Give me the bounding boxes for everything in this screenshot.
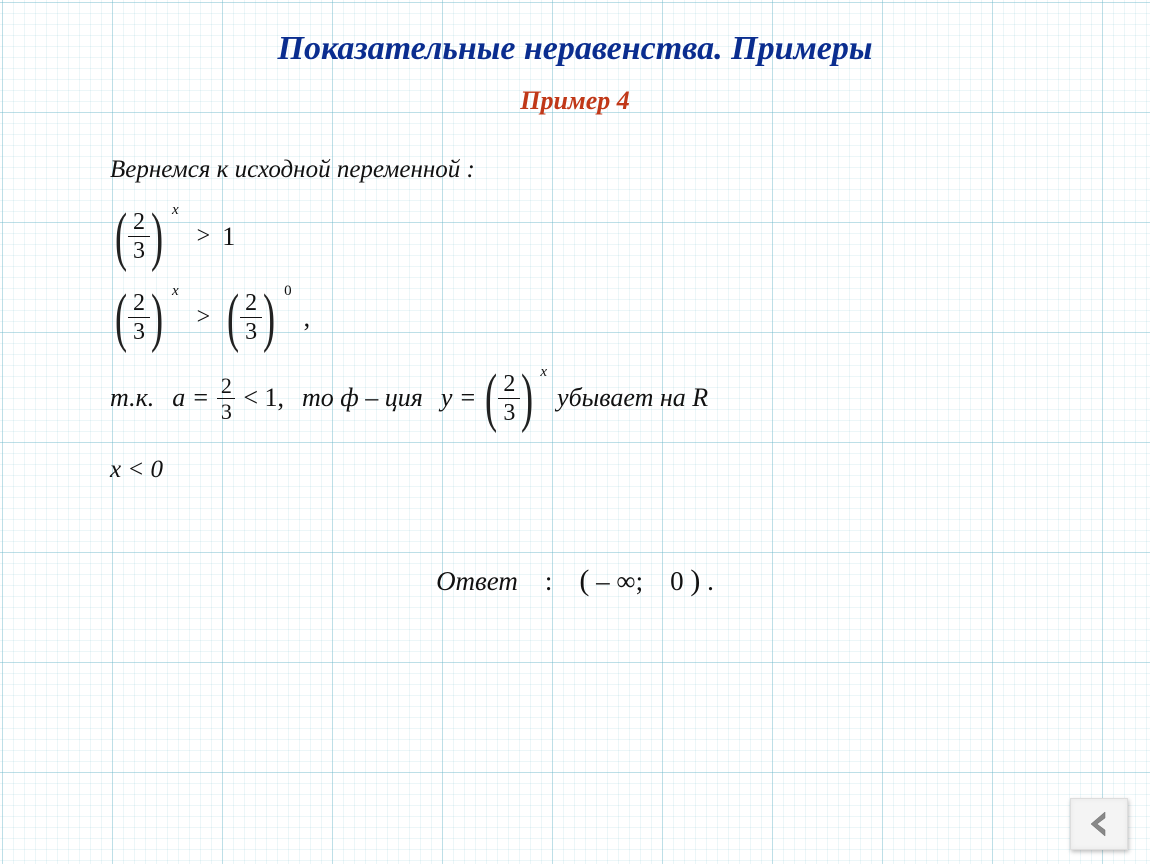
- fraction-bar: [498, 398, 520, 399]
- right-paren: ): [263, 295, 275, 341]
- solution-inequality: x < 0: [110, 456, 1090, 484]
- y-exponent: x: [540, 364, 547, 381]
- denominator: 3: [221, 400, 232, 423]
- decreases-on-r: убывает на R: [557, 383, 708, 413]
- y-fraction: ( 2 3 ): [480, 371, 538, 427]
- rhs-exponent: 0: [284, 283, 292, 300]
- fraction-bar: [128, 317, 150, 318]
- lhs-exponent: x: [172, 283, 179, 300]
- numerator: 2: [241, 290, 261, 316]
- left-paren: (: [485, 375, 497, 421]
- interval-close: ): [690, 564, 700, 597]
- rhs-value: 1: [222, 222, 235, 252]
- right-paren: ): [151, 295, 163, 341]
- lhs-fraction: ( 2 3 ): [110, 290, 168, 346]
- denominator: 3: [499, 400, 519, 426]
- a-fraction: 2 3: [217, 374, 235, 423]
- left-paren: (: [115, 295, 127, 341]
- comma: ,: [304, 303, 311, 333]
- greater-than: >: [197, 223, 211, 250]
- then-function: то ф – ция: [302, 383, 423, 413]
- zero: 0: [670, 566, 684, 596]
- denominator: 3: [129, 238, 149, 264]
- answer-line: Ответ : ( – ∞; 0 ) .: [60, 564, 1090, 598]
- left-paren: (: [227, 295, 239, 341]
- fraction-base: ( 2 3 ): [110, 209, 168, 265]
- slide-content: Показательные неравенства. Примеры Приме…: [0, 0, 1150, 618]
- page-title: Показательные неравенства. Примеры: [60, 30, 1090, 68]
- intro-text: Вернемся к исходной переменной :: [110, 156, 1090, 184]
- left-paren: (: [115, 214, 127, 260]
- answer-colon: :: [545, 566, 553, 596]
- fraction-bar: [240, 317, 262, 318]
- rhs-fraction: ( 2 3 ): [222, 290, 280, 346]
- interval-open: (: [579, 564, 589, 597]
- chevron-left-icon: [1083, 808, 1115, 840]
- less-than-one: < 1,: [243, 383, 284, 413]
- right-paren: ): [151, 214, 163, 260]
- numerator: 2: [499, 371, 519, 397]
- right-paren: ): [521, 375, 533, 421]
- previous-slide-button[interactable]: [1070, 798, 1128, 850]
- explanation-line: т.к. a = 2 3 < 1, то ф – ция y = ( 2 3 )…: [110, 371, 1090, 427]
- greater-than: >: [197, 304, 211, 331]
- exponent: x: [172, 202, 179, 219]
- since-label: т.к.: [110, 383, 154, 413]
- inequality-line-2: ( 2 3 ) x > ( 2 3 ) 0 ,: [110, 290, 1090, 346]
- a-equals: a =: [172, 383, 209, 413]
- numerator: 2: [129, 290, 149, 316]
- fraction: 2 3: [128, 290, 150, 346]
- fraction: 2 3: [498, 371, 520, 427]
- y-equals: y =: [441, 383, 477, 413]
- example-subtitle: Пример 4: [60, 86, 1090, 116]
- answer-label: Ответ: [436, 566, 518, 596]
- inequality-line-1: ( 2 3 ) x > 1: [110, 209, 1090, 265]
- period: .: [707, 566, 714, 596]
- denominator: 3: [129, 319, 149, 345]
- numerator: 2: [129, 209, 149, 235]
- fraction: 2 3: [128, 209, 150, 265]
- fraction: 2 3: [240, 290, 262, 346]
- neg-infinity: – ∞;: [596, 566, 643, 596]
- denominator: 3: [241, 319, 261, 345]
- fraction-bar: [128, 236, 150, 237]
- numerator: 2: [221, 374, 232, 397]
